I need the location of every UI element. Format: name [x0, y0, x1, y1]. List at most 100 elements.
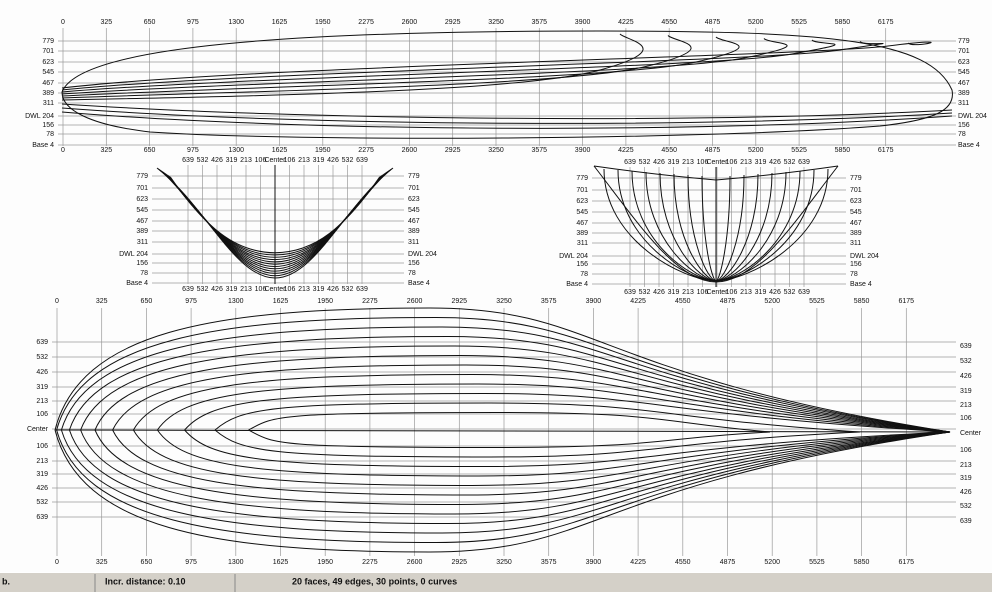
- station-label: 0: [61, 19, 65, 26]
- station-label: 1300: [228, 147, 244, 154]
- station-label: 1950: [315, 147, 331, 154]
- height-label: 156: [42, 122, 54, 129]
- height-label: 467: [850, 220, 862, 227]
- waterline: [214, 429, 861, 458]
- station-label: 5850: [835, 19, 851, 26]
- waterline: [132, 373, 951, 433]
- station-label: 3900: [575, 147, 591, 154]
- height-label: 389: [958, 90, 970, 97]
- station-label: 6175: [878, 19, 894, 26]
- station-label: 6175: [899, 298, 915, 305]
- station-label: 3250: [496, 559, 512, 566]
- offset-label: 532: [960, 358, 972, 365]
- height-label: Base 4: [566, 281, 588, 288]
- waterline: [112, 364, 951, 433]
- station-label: 4875: [705, 147, 721, 154]
- height-label: 156: [136, 260, 148, 267]
- buttock-line: [61, 41, 884, 91]
- height-label: 311: [137, 239, 148, 246]
- offset-label: 319: [36, 384, 48, 391]
- station-label: 1625: [272, 19, 288, 26]
- station-label: 1625: [273, 298, 289, 305]
- offset-label: 106: [726, 159, 738, 166]
- station-label: 2275: [358, 19, 374, 26]
- buttock-line: [61, 36, 740, 97]
- station-label: 4550: [661, 147, 677, 154]
- offset-label: 213: [740, 289, 752, 296]
- station-label: 0: [61, 147, 65, 154]
- offset-label: 213: [682, 159, 694, 166]
- offset-label: 106: [36, 443, 48, 450]
- offset-label: 426: [960, 489, 972, 496]
- offset-label: Center: [264, 157, 286, 164]
- station-label: 2600: [407, 559, 423, 566]
- offset-label: 532: [342, 286, 354, 293]
- height-label: 623: [850, 198, 862, 205]
- waterline: [132, 429, 951, 487]
- waterline: [184, 429, 951, 468]
- offset-label: 319: [313, 157, 325, 164]
- height-label: 545: [408, 207, 420, 214]
- waterline: [60, 326, 951, 433]
- height-label: 389: [850, 230, 862, 237]
- offset-label: 106: [255, 157, 267, 164]
- waterline: [94, 354, 951, 433]
- height-label: 156: [408, 260, 420, 267]
- station-label: 3575: [541, 559, 557, 566]
- offset-label: 532: [36, 499, 48, 506]
- height-label: 78: [850, 271, 858, 278]
- offset-label: 426: [211, 157, 223, 164]
- waterline: [112, 429, 951, 496]
- station-label: 1625: [272, 147, 288, 154]
- offset-label: 639: [182, 286, 194, 293]
- height-label: 156: [850, 261, 862, 268]
- offset-label: 106: [697, 159, 709, 166]
- offset-label: 213: [298, 286, 310, 293]
- station-label: 3900: [575, 19, 591, 26]
- waterline: [94, 429, 951, 506]
- offset-label: 639: [356, 286, 368, 293]
- station-label: 6175: [899, 559, 915, 566]
- station-label: 4550: [661, 19, 677, 26]
- waterline: [54, 429, 951, 553]
- waterline: [61, 103, 953, 120]
- offset-label: 639: [960, 518, 972, 525]
- offset-label: 213: [960, 402, 972, 409]
- station-label: 5200: [764, 298, 780, 305]
- height-label: Base 4: [850, 281, 872, 288]
- waterline: [248, 429, 771, 449]
- offset-label: 319: [668, 159, 680, 166]
- offset-label: 319: [36, 471, 48, 478]
- offset-label: 426: [327, 157, 339, 164]
- station-label: 325: [96, 559, 108, 566]
- center-line: [54, 429, 951, 433]
- waterline: [80, 429, 951, 515]
- offset-label: 532: [197, 157, 209, 164]
- offset-label: 426: [769, 289, 781, 296]
- station-label: 4225: [630, 559, 646, 566]
- height-label: 545: [850, 209, 862, 216]
- station-label: 3575: [532, 19, 548, 26]
- height-label: 623: [958, 59, 970, 66]
- height-label: 467: [576, 220, 588, 227]
- height-label: Base 4: [958, 142, 980, 149]
- station-label: 3900: [586, 298, 602, 305]
- station-label: 2925: [445, 19, 461, 26]
- height-label: 156: [958, 122, 970, 129]
- offset-label: 639: [36, 514, 48, 521]
- height-label: 311: [577, 240, 588, 247]
- height-label: 78: [958, 131, 966, 138]
- station-label: 1625: [273, 559, 289, 566]
- height-label: 701: [850, 187, 862, 194]
- waterline: [61, 107, 953, 124]
- station-label: 975: [185, 559, 197, 566]
- station-label: 2600: [402, 19, 418, 26]
- height-label: DWL 204: [559, 253, 588, 260]
- height-label: DWL 204: [850, 253, 879, 260]
- station-label: 975: [185, 298, 197, 305]
- offset-label: 213: [960, 462, 972, 469]
- height-label: 78: [140, 270, 148, 277]
- height-label: 78: [580, 271, 588, 278]
- station-label: 6175: [878, 147, 894, 154]
